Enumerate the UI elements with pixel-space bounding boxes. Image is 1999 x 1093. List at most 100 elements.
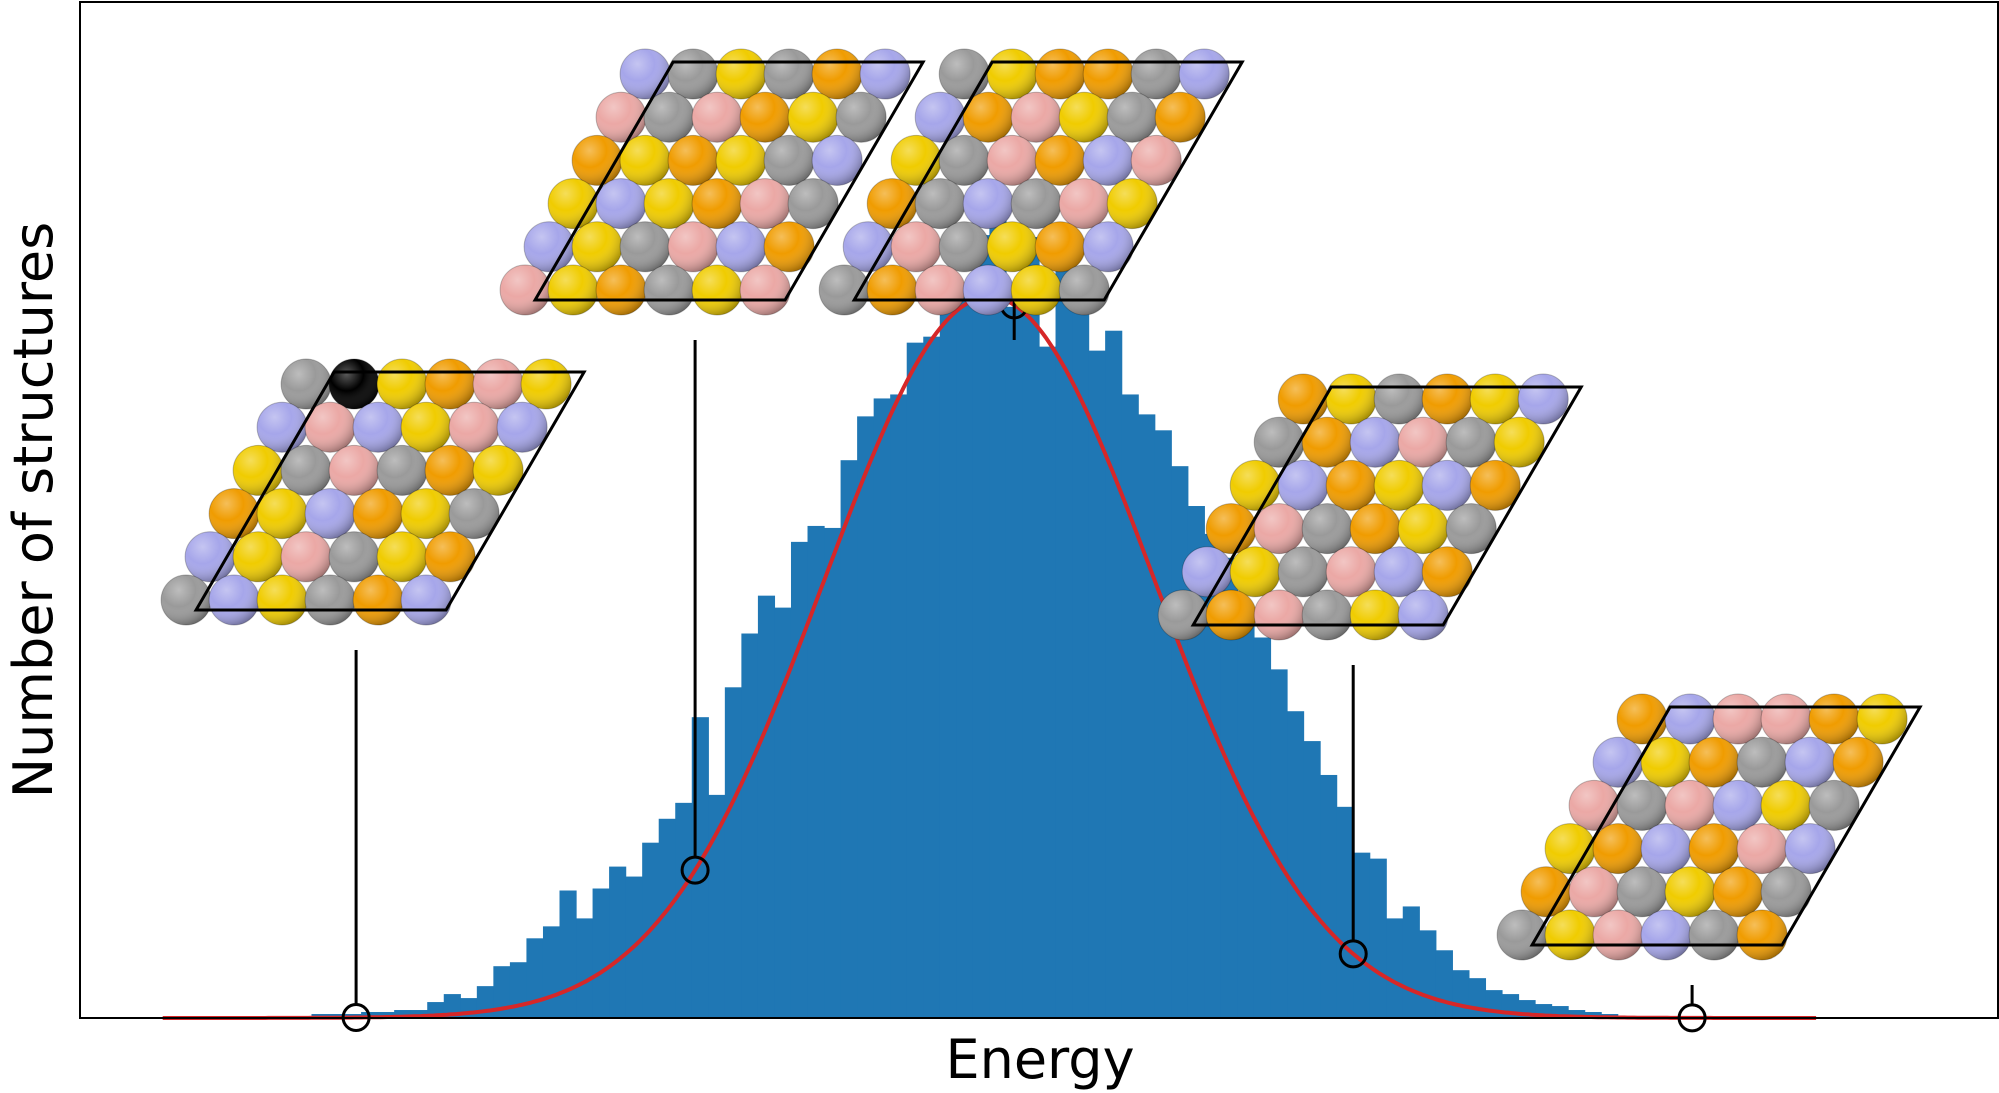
atom-shading: [161, 575, 212, 625]
atom-shading: [1617, 780, 1668, 831]
atom-shading: [764, 135, 815, 186]
histogram-bar: [757, 595, 776, 1018]
histogram-bar: [1568, 1010, 1586, 1018]
atom-shading: [521, 359, 572, 409]
y-axis-label: Number of structures: [2, 222, 65, 799]
atom-shading: [891, 221, 942, 272]
atom-shading: [764, 221, 815, 272]
histogram-bar: [1468, 978, 1487, 1018]
atom-shading: [1497, 910, 1548, 960]
histogram-bar: [493, 966, 511, 1018]
atom-shading: [1809, 780, 1860, 831]
atom-shading: [377, 445, 428, 496]
unit-cell-outline: [851, 60, 1245, 302]
histogram-bar: [724, 687, 742, 1018]
atom-shading: [1374, 546, 1425, 597]
atom-shading: [209, 575, 260, 625]
histogram-bar: [1204, 533, 1222, 1018]
atom-shading: [1011, 178, 1062, 229]
histogram-bar: [1386, 918, 1404, 1018]
histogram-bar: [1171, 466, 1189, 1018]
atom-shading: [329, 531, 380, 582]
atom-shading: [185, 531, 236, 582]
atom-shading: [788, 178, 839, 229]
atom-shading: [1107, 178, 1158, 229]
structure-marker: [1338, 939, 1368, 969]
atom-shading: [305, 402, 356, 453]
histogram-bar: [1105, 330, 1123, 1019]
structure-insets: [160, 48, 1923, 961]
atom-shading: [1326, 460, 1377, 511]
atom-shading: [1374, 374, 1425, 424]
atom-shading: [1083, 49, 1134, 99]
atom-shading: [572, 221, 623, 272]
atom-shading: [939, 49, 990, 99]
atom-shading: [644, 178, 695, 229]
atom-shading: [1326, 546, 1377, 597]
histogram-bar: [1039, 346, 1057, 1018]
atom-shading: [692, 178, 743, 229]
atom-shading: [963, 265, 1014, 315]
atom-shading: [1857, 694, 1908, 744]
atom-shading: [548, 178, 599, 229]
atom-shading: [1569, 866, 1620, 917]
atom-shading: [1011, 265, 1062, 315]
atom-shading: [401, 488, 452, 539]
atom-shading: [1593, 823, 1644, 874]
atom-shading: [425, 445, 476, 496]
histogram-bar: [1584, 1012, 1602, 1018]
atom-shading: [1350, 590, 1401, 640]
atom-shading: [764, 49, 815, 99]
atom-shading: [233, 531, 284, 582]
histogram-bars: [228, 219, 1652, 1019]
atom-shading: [1302, 503, 1353, 554]
atom-shading: [740, 178, 791, 229]
atom-shading: [668, 221, 719, 272]
atom-shading: [329, 445, 380, 496]
atom-shading: [329, 359, 380, 409]
structure-marker: [680, 855, 710, 885]
atom-shading: [257, 488, 308, 539]
atom-shading: [740, 265, 791, 315]
atom-shading: [1521, 866, 1572, 917]
atom-shading: [644, 92, 695, 143]
atom-shading: [1278, 546, 1329, 597]
histogram-bar: [1287, 711, 1305, 1018]
atom-shading: [963, 178, 1014, 229]
atom-shading: [281, 445, 332, 496]
histogram-bar: [939, 286, 957, 1018]
atom-shading: [668, 49, 719, 99]
structure-inset: [499, 48, 926, 316]
atom-shading: [1035, 49, 1086, 99]
atom-shading: [939, 135, 990, 186]
histogram-bar: [1237, 615, 1255, 1018]
atom-shading: [692, 265, 743, 315]
atom-shading: [1206, 590, 1257, 640]
atom-shading: [620, 221, 671, 272]
histogram-bar: [1551, 1006, 1569, 1018]
atom-shading: [1158, 590, 1209, 640]
atom-shading: [596, 92, 647, 143]
atom-shading: [812, 49, 863, 99]
atom-shading: [1107, 92, 1158, 143]
atom-shading: [1446, 503, 1497, 554]
atom-shading: [1593, 737, 1644, 788]
atom-shading: [1593, 910, 1644, 960]
histogram-bar: [1055, 233, 1073, 1019]
atom-shading: [257, 402, 308, 453]
atom-shading: [1737, 823, 1788, 874]
histogram-bar: [708, 794, 726, 1018]
structure-inset: [818, 48, 1245, 316]
atom-shading: [1761, 694, 1812, 744]
histogram-bar: [1452, 970, 1470, 1018]
atom-shading: [497, 402, 548, 453]
atom-shading: [987, 221, 1038, 272]
atom-shading: [716, 135, 767, 186]
atom-shading: [1350, 417, 1401, 468]
histogram-bar: [1320, 774, 1338, 1018]
atom-shading: [620, 135, 671, 186]
histogram-bar: [741, 633, 759, 1018]
atom-shading: [788, 92, 839, 143]
histogram-bar: [526, 938, 544, 1018]
atom-shading: [1254, 590, 1305, 640]
